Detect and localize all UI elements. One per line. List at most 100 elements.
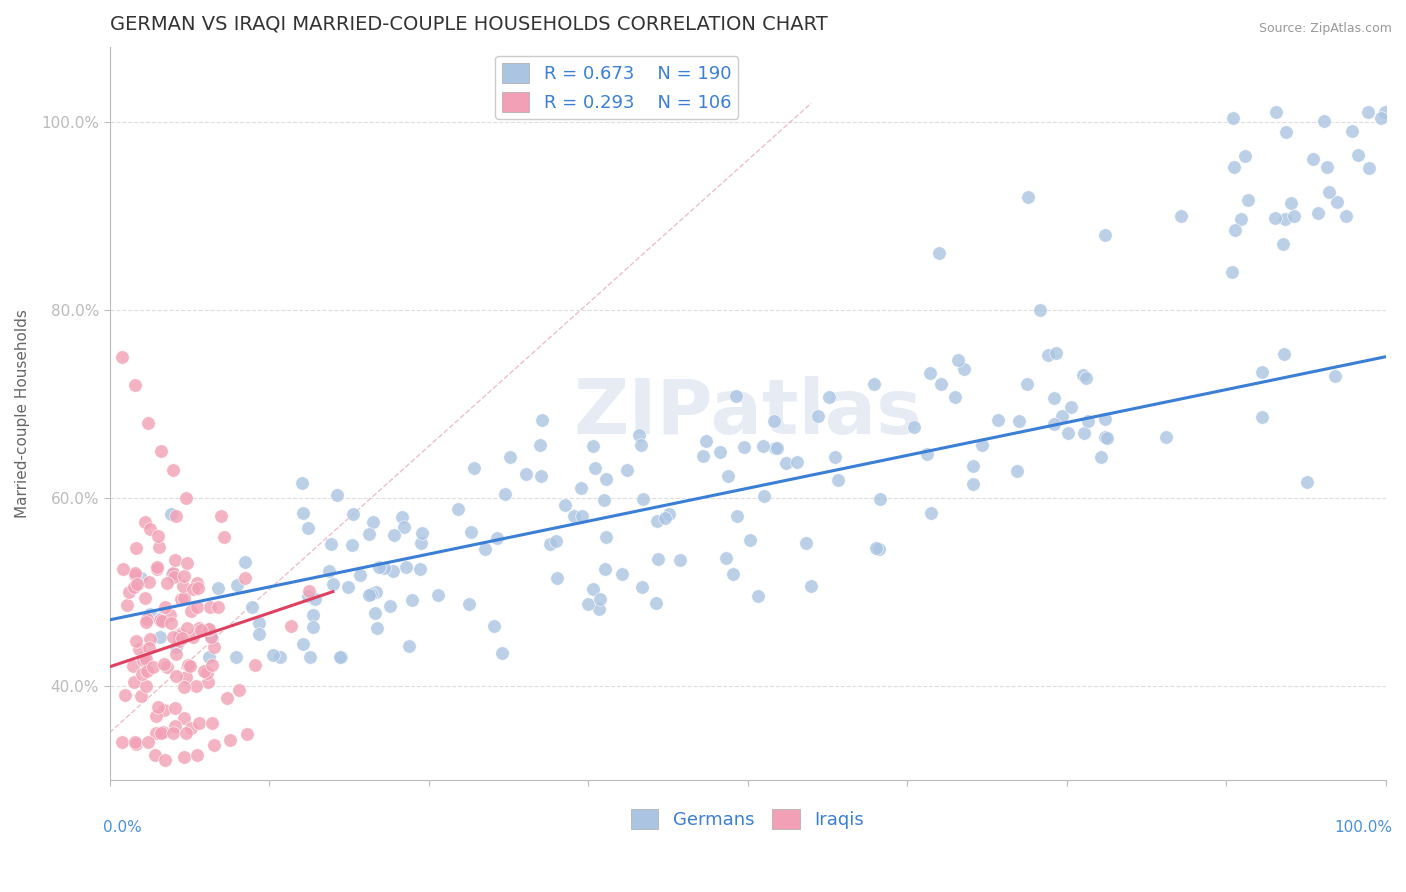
Point — [134, 516, 156, 530]
Point — [409, 562, 432, 576]
Point — [714, 550, 737, 565]
Point — [763, 441, 786, 455]
Point — [128, 642, 150, 657]
Point — [207, 599, 229, 614]
Point — [1071, 368, 1094, 382]
Point — [149, 725, 172, 739]
Point — [139, 632, 162, 646]
Point — [143, 748, 166, 763]
Point — [363, 607, 385, 621]
Point — [725, 389, 748, 403]
Point — [1317, 185, 1340, 199]
Point — [125, 634, 148, 648]
Point — [125, 541, 148, 555]
Point — [1296, 475, 1319, 489]
Point — [173, 711, 195, 725]
Point — [1264, 211, 1286, 225]
Point — [1251, 410, 1274, 425]
Point — [165, 508, 187, 523]
Point — [1170, 209, 1192, 223]
Point — [929, 377, 952, 392]
Point — [1306, 206, 1329, 220]
Point — [298, 583, 321, 598]
Point — [124, 567, 146, 582]
Point — [411, 525, 433, 540]
Point — [186, 575, 208, 590]
Point — [160, 567, 183, 582]
Point — [177, 658, 200, 673]
Point — [153, 657, 176, 672]
Point — [1340, 123, 1362, 137]
Point — [709, 445, 731, 459]
Point — [630, 438, 652, 452]
Point — [129, 689, 152, 703]
Point — [391, 510, 413, 524]
Point — [155, 660, 177, 674]
Point — [484, 619, 506, 633]
Point — [111, 735, 134, 749]
Point — [1094, 227, 1116, 242]
Point — [169, 633, 191, 648]
Point — [322, 577, 344, 591]
Point — [139, 522, 162, 536]
Point — [1029, 302, 1052, 317]
Point — [190, 624, 212, 638]
Point — [863, 377, 886, 392]
Point — [330, 650, 353, 665]
Point — [197, 622, 219, 636]
Point — [1052, 409, 1074, 424]
Point — [174, 491, 197, 505]
Point — [692, 450, 714, 464]
Y-axis label: Married-couple Households: Married-couple Households — [15, 309, 30, 517]
Point — [463, 461, 485, 475]
Point — [962, 476, 984, 491]
Text: 0.0%: 0.0% — [103, 820, 142, 835]
Point — [595, 530, 617, 544]
Point — [903, 420, 925, 434]
Point — [135, 615, 157, 630]
Point — [630, 580, 652, 594]
Point — [187, 581, 209, 595]
Point — [1073, 425, 1095, 440]
Point — [378, 599, 401, 613]
Point — [201, 657, 224, 672]
Point — [366, 584, 388, 599]
Point — [1060, 401, 1083, 415]
Point — [1302, 152, 1324, 166]
Point — [1036, 348, 1059, 362]
Point — [131, 667, 153, 681]
Point — [583, 460, 606, 475]
Point — [869, 491, 891, 506]
Point — [297, 521, 319, 535]
Point — [738, 533, 761, 547]
Point — [201, 631, 224, 645]
Point — [118, 585, 141, 599]
Point — [160, 615, 183, 630]
Point — [946, 353, 969, 368]
Point — [200, 631, 222, 645]
Point — [447, 502, 470, 516]
Point — [297, 590, 319, 604]
Point — [233, 571, 256, 585]
Point — [173, 680, 195, 694]
Point — [1237, 193, 1260, 207]
Point — [153, 754, 176, 768]
Point — [149, 613, 172, 627]
Point — [658, 507, 681, 521]
Point — [1043, 417, 1066, 431]
Point — [1323, 368, 1346, 383]
Point — [301, 607, 323, 622]
Point — [581, 582, 603, 597]
Point — [233, 555, 256, 569]
Point — [135, 679, 157, 693]
Point — [717, 468, 740, 483]
Point — [162, 566, 184, 580]
Point — [207, 581, 229, 595]
Point — [245, 658, 267, 673]
Point — [952, 362, 974, 376]
Point — [485, 532, 508, 546]
Point — [817, 390, 839, 404]
Point — [382, 528, 405, 542]
Point — [111, 562, 134, 576]
Point — [1274, 211, 1296, 226]
